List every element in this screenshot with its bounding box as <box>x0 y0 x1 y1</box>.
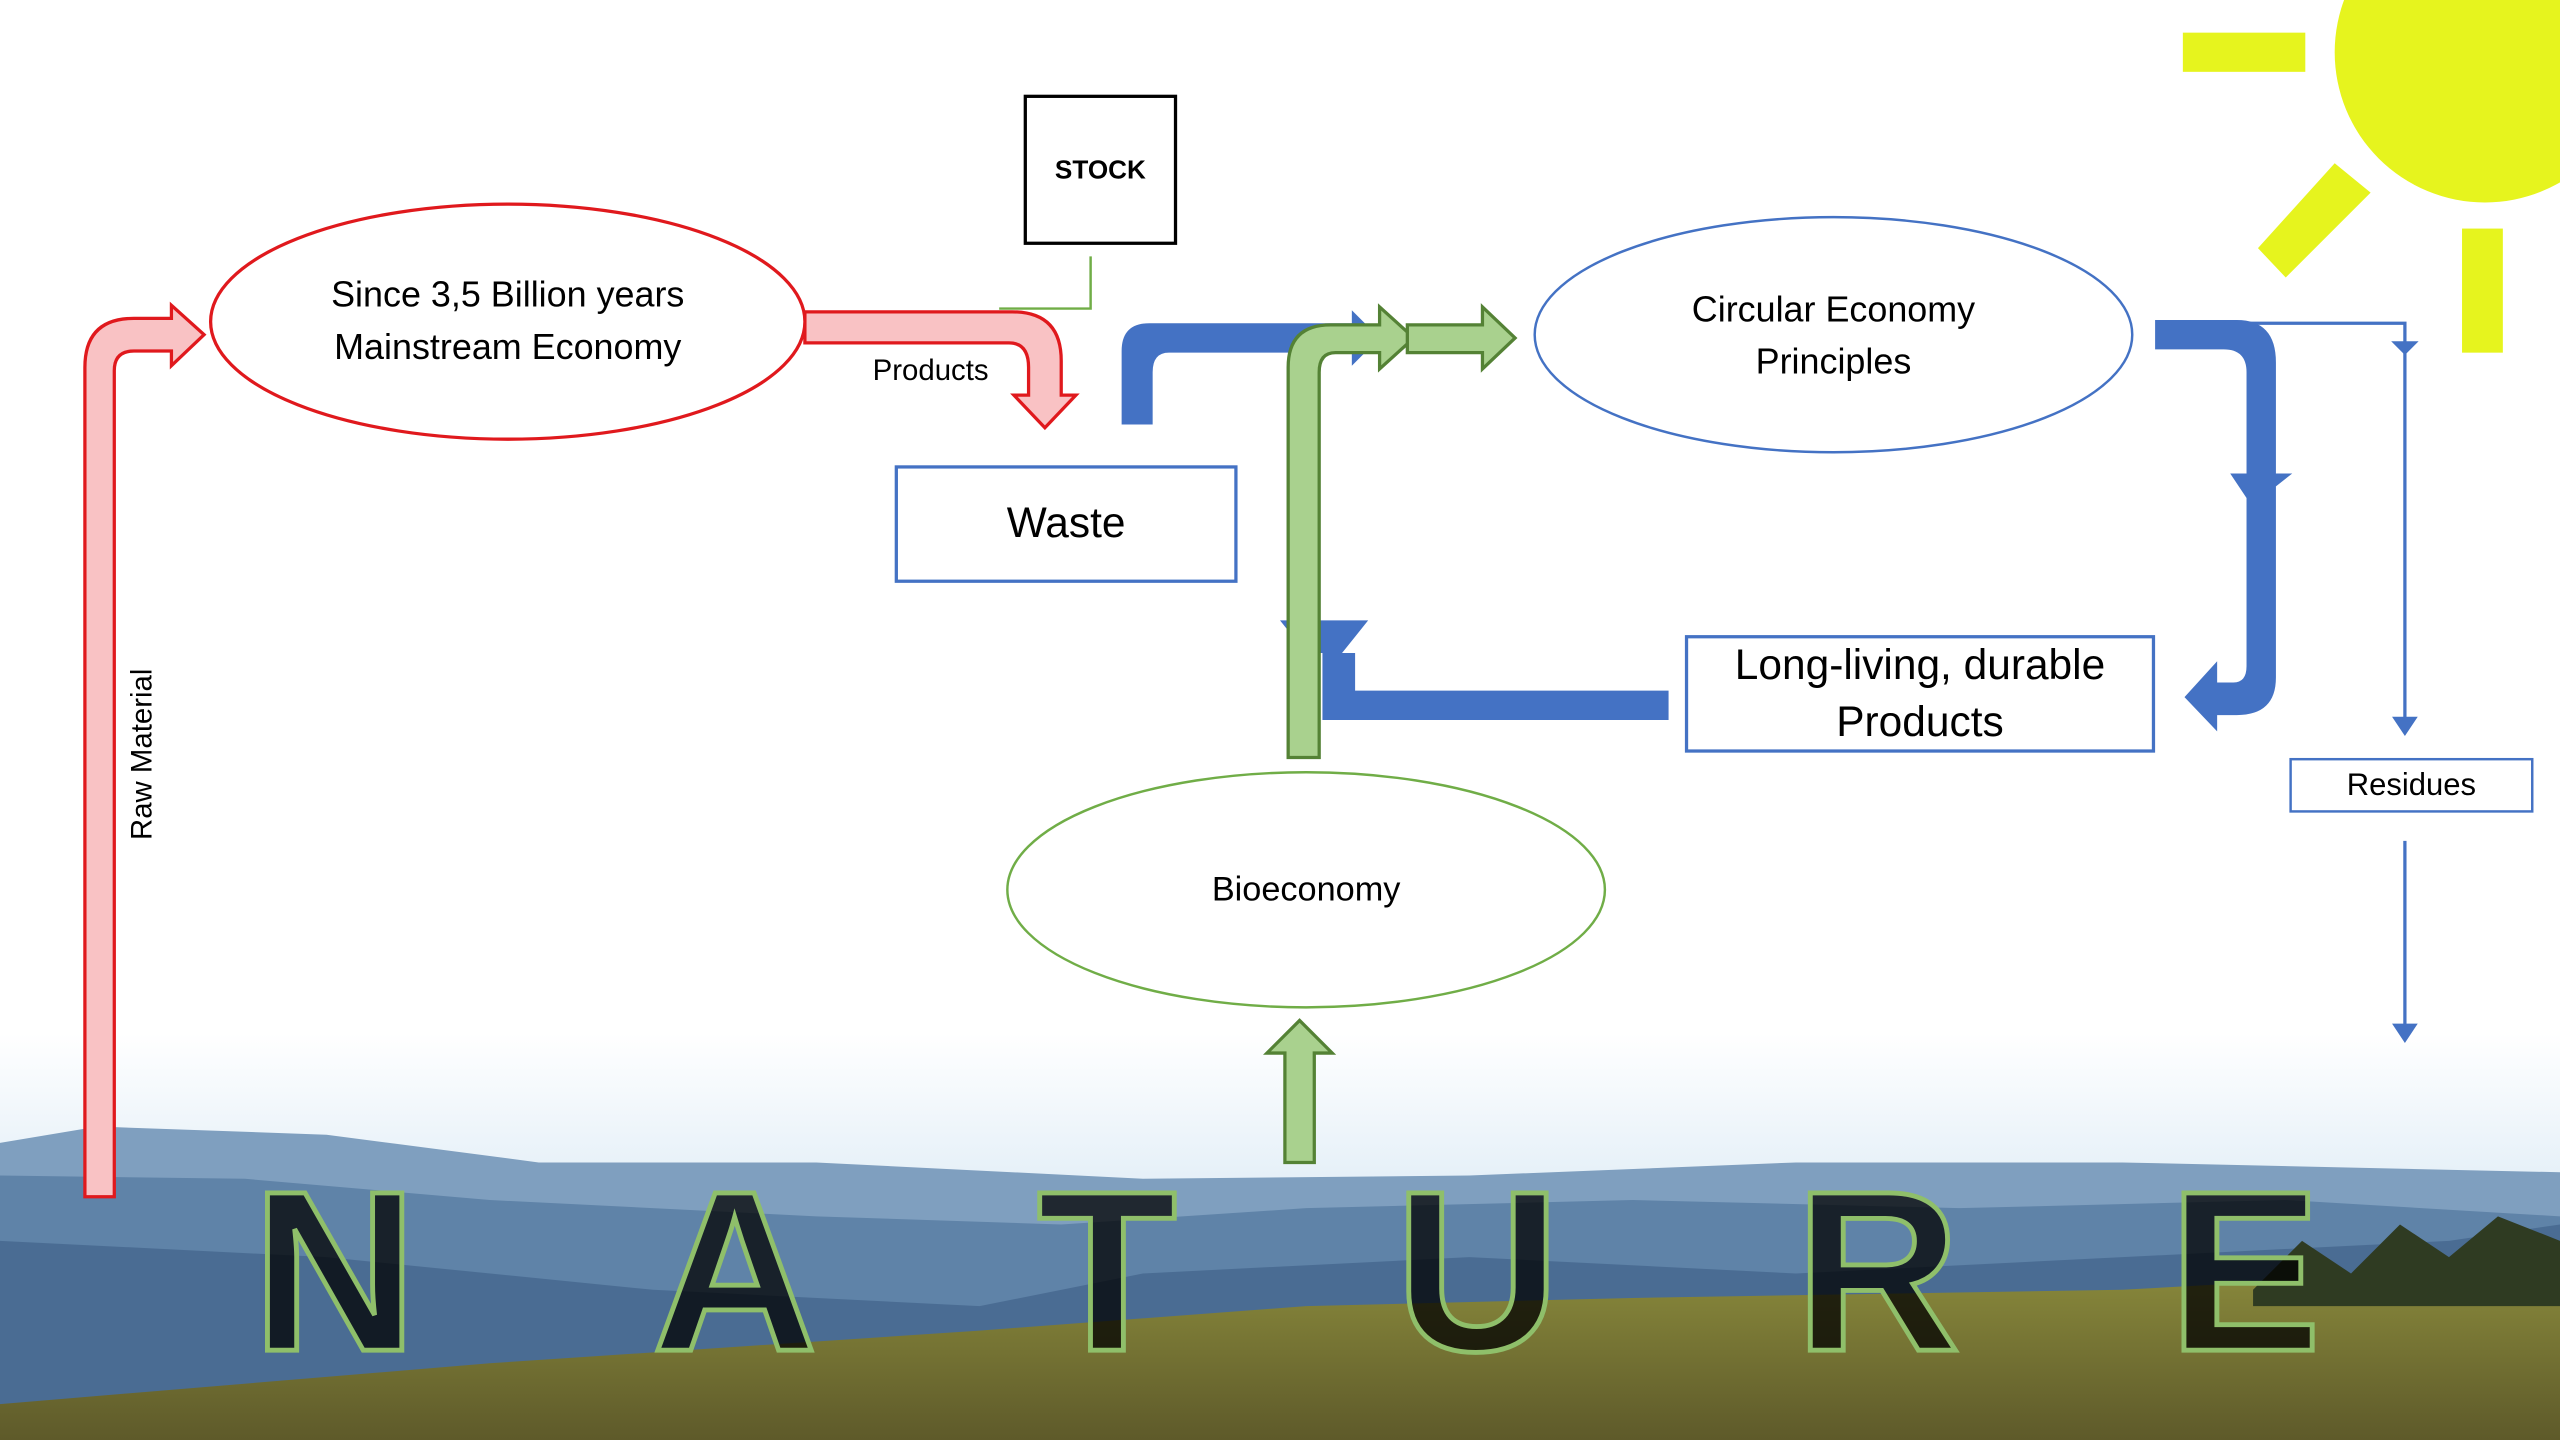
nature-letter: R <box>1795 1144 1960 1399</box>
nature-letter: E <box>2169 1144 2321 1399</box>
diagram: NATURE Raw Material Products Since 3,5 B… <box>0 0 2560 1440</box>
node-text: Long-living, durable <box>1735 641 2105 688</box>
circular-node <box>1535 217 2133 452</box>
stock-link <box>999 256 1090 308</box>
products-label: Products <box>873 354 989 387</box>
node-text: Residues <box>2347 767 2476 802</box>
node-text: Since 3,5 Billion years <box>331 274 684 315</box>
node-text: Circular Economy <box>1692 288 1975 329</box>
return-arrow <box>1280 620 1669 720</box>
node-text: Principles <box>1756 341 1912 382</box>
nature-letter: U <box>1395 1144 1560 1399</box>
node-text: Mainstream Economy <box>334 326 681 367</box>
node-text: Waste <box>1007 499 1126 546</box>
nature-letter: N <box>252 1144 417 1399</box>
nature-letter: A <box>652 1144 817 1399</box>
bio-arrow-head <box>1407 307 1515 369</box>
raw-material-label: Raw Material <box>125 669 158 840</box>
nature-letter: T <box>1037 1144 1177 1399</box>
sun <box>2183 0 2560 353</box>
node-text: STOCK <box>1055 154 1146 184</box>
mainstream-node <box>211 204 805 439</box>
durable-arrow <box>2155 320 2292 731</box>
node-text: Products <box>1836 698 2003 745</box>
node-text: Bioeconomy <box>1212 870 1401 908</box>
